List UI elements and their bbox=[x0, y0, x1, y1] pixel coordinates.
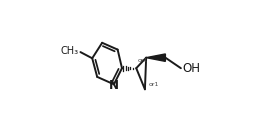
Text: or1: or1 bbox=[137, 59, 148, 63]
Text: OH: OH bbox=[183, 62, 201, 75]
Text: or1: or1 bbox=[149, 82, 159, 87]
Text: CH₃: CH₃ bbox=[61, 46, 79, 56]
Polygon shape bbox=[146, 54, 166, 61]
Text: N: N bbox=[109, 79, 119, 92]
